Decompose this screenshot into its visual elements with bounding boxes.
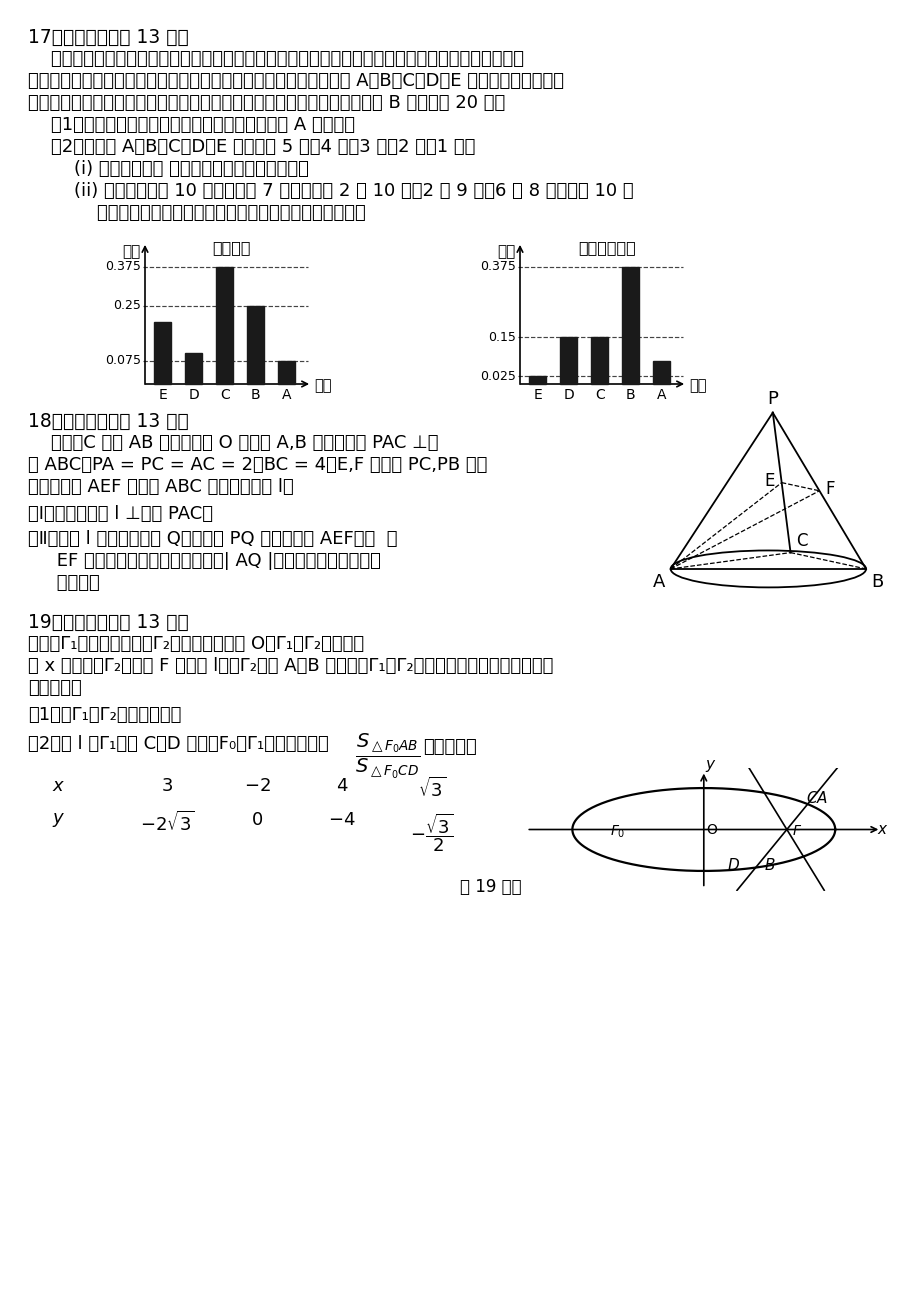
Text: B: B [251, 387, 260, 402]
Text: $-2\sqrt{3}$: $-2\sqrt{3}$ [140, 811, 194, 835]
Text: P: P [766, 390, 777, 408]
Text: 全部学生参加了「理论部分」和「模拟现场」两项测试，成绩均分为 A，B，C，D，E 五个等级．某考场考: 全部学生参加了「理论部分」和「模拟现场」两项测试，成绩均分为 A，B，C，D，E… [28, 72, 563, 90]
Text: 等级: 等级 [688, 378, 706, 394]
Bar [185, 352, 202, 383]
Text: $x$: $x$ [876, 822, 888, 836]
Text: A: A [652, 573, 664, 592]
Text: $F_0$: $F_0$ [609, 823, 625, 840]
Text: $4$: $4$ [335, 777, 348, 796]
Text: 0.15: 0.15 [488, 330, 516, 343]
Text: 0.375: 0.375 [105, 260, 141, 273]
Text: 19．（本小题满分 13 分）: 19．（本小题满分 13 分） [28, 614, 188, 632]
Text: 17．（本小题满分 13 分）: 17．（本小题满分 13 分） [28, 29, 188, 47]
Bar [621, 266, 639, 384]
Text: （Ⅱ）直线 l 上是否存在点 Q，使直线 PQ 分别与平面 AEF、直  线: （Ⅱ）直线 l 上是否存在点 Q，使直线 PQ 分别与平面 AEF、直 线 [28, 530, 397, 549]
Text: $B$: $B$ [763, 857, 774, 874]
Text: 频率: 频率 [497, 244, 516, 259]
Text: A: A [656, 387, 666, 402]
Bar [278, 360, 295, 384]
Bar [591, 337, 607, 383]
Text: 点，记平面 AEF 与平面 ABC 的交线为直线 l．: 点，记平面 AEF 与平面 ABC 的交线为直线 l． [28, 478, 293, 497]
Bar [216, 266, 233, 384]
Text: E: E [533, 387, 541, 402]
Text: E: E [764, 472, 774, 490]
Text: 于下表中：: 于下表中： [28, 679, 82, 697]
Text: $-\dfrac{\sqrt{3}}{2}$: $-\dfrac{\sqrt{3}}{2}$ [410, 811, 453, 854]
Text: 如图，C 是以 AB 为直径的圆 O 上异于 A,B 的点，平面 PAC ⊥平: 如图，C 是以 AB 为直径的圆 O 上异于 A,B 的点，平面 PAC ⊥平 [28, 434, 438, 452]
Text: 明理由．: 明理由． [28, 575, 99, 592]
Text: (ii) 若该考场共有 10 人得分大于 7 分，其中有 2 人 10 分，2 人 9 分，6 人 8 分．从这 10 人: (ii) 若该考场共有 10 人得分大于 7 分，其中有 2 人 10 分，2 … [28, 182, 633, 200]
Text: （2）若 l 与Γ₁交于 C、D 两点，F₀为Γ₁的左焦点，求: （2）若 l 与Γ₁交于 C、D 两点，F₀为Γ₁的左焦点，求 [28, 734, 328, 753]
Bar [560, 337, 577, 383]
Text: C: C [595, 387, 604, 402]
Text: 某校政教处为检查各班落实学校「学生素养五十条」的规定情况，从各班抄取了一批学生进行测试，: 某校政教处为检查各班落实学校「学生素养五十条」的规定情况，从各班抄取了一批学生进… [28, 49, 524, 68]
Text: （2）若等级 A，B，C，D，E 分别对应 5 分，4 分，3 分，2 分，1 分．: （2）若等级 A，B，C，D，E 分别对应 5 分，4 分，3 分，2 分，1 … [28, 138, 475, 156]
Text: 中随机抄取两人，求两人成绩之和的分布列和数学期望．: 中随机抄取两人，求两人成绩之和的分布列和数学期望． [28, 204, 366, 222]
Text: 生两项测试成绩的数据统计如下图所示，其中「理论部分」科目测试成绩为 B 的考生有 20 人．: 生两项测试成绩的数据统计如下图所示，其中「理论部分」科目测试成绩为 B 的考生有… [28, 94, 505, 112]
Text: 18．（本小题满分 13 分）: 18．（本小题满分 13 分） [28, 412, 188, 432]
Text: $A$: $A$ [814, 790, 827, 806]
Text: $-2$: $-2$ [244, 777, 270, 796]
Text: 0.375: 0.375 [480, 260, 516, 273]
Text: D: D [188, 387, 199, 402]
Text: $3$: $3$ [161, 777, 173, 796]
Text: B: B [870, 573, 882, 592]
Text: $x$: $x$ [52, 777, 65, 796]
Text: F: F [824, 481, 834, 498]
Text: 0.25: 0.25 [113, 299, 141, 312]
Text: A: A [282, 387, 291, 402]
Bar [154, 321, 171, 384]
Text: 模拟现场测试: 模拟现场测试 [577, 240, 635, 255]
Text: B: B [625, 387, 635, 402]
Bar [652, 360, 670, 384]
Text: 第 19 题图: 第 19 题图 [460, 878, 521, 896]
Text: （Ⅰ）求证：直线 l ⊥平面 PAC；: （Ⅰ）求证：直线 l ⊥平面 PAC； [28, 504, 213, 523]
Text: 理论测试: 理论测试 [212, 240, 251, 255]
Text: C: C [795, 532, 807, 550]
Text: $D$: $D$ [726, 857, 739, 874]
Text: (i) 求该考场考生 「理论部分」科目的平均分；: (i) 求该考场考生 「理论部分」科目的平均分； [28, 160, 309, 178]
Text: $y$: $y$ [52, 811, 65, 829]
Text: 等级: 等级 [313, 378, 331, 394]
Text: $C$: $C$ [805, 790, 817, 806]
Text: $y$: $y$ [704, 758, 715, 775]
Text: $-4$: $-4$ [328, 811, 356, 829]
Text: O: O [706, 823, 716, 837]
Text: $F$: $F$ [790, 824, 801, 839]
Text: $0$: $0$ [251, 811, 263, 829]
Text: 设湠圆Γ₁的中心和抛物线Γ₂的顶点均为原点 O，Γ₁、Γ₂的焦点均: 设湠圆Γ₁的中心和抛物线Γ₂的顶点均为原点 O，Γ₁、Γ₂的焦点均 [28, 634, 364, 653]
Text: 0.075: 0.075 [105, 354, 141, 367]
Bar [247, 306, 264, 384]
Bar [528, 376, 546, 384]
Text: 在 x 轴上，过Γ₂的焦点 F 作直线 l，与Γ₂交于 A、B 两点，在Γ₁、Γ₂上各取两个点，将其坐标记录: 在 x 轴上，过Γ₂的焦点 F 作直线 l，与Γ₂交于 A、B 两点，在Γ₁、Γ… [28, 656, 552, 675]
Text: 0.025: 0.025 [480, 369, 516, 382]
Text: EF 所成的角互余？若存在，求出| AQ |的值；若不存在，请说: EF 所成的角互余？若存在，求出| AQ |的值；若不存在，请说 [28, 552, 380, 569]
Text: D: D [562, 387, 573, 402]
Text: 频率: 频率 [122, 244, 141, 259]
Text: （1）求Γ₁，Γ₂的标准方程：: （1）求Γ₁，Γ₂的标准方程： [28, 706, 181, 724]
Text: $\dfrac{S_{\triangle F_0AB}}{S_{\triangle F_0CD}}$: $\dfrac{S_{\triangle F_0AB}}{S_{\triangl… [355, 732, 420, 781]
Text: （1）求该考场考生中「模拟现场」科目中成绩为 A 的人数；: （1）求该考场考生中「模拟现场」科目中成绩为 A 的人数； [28, 116, 355, 134]
Text: $\sqrt{3}$: $\sqrt{3}$ [417, 777, 446, 801]
Text: E: E [158, 387, 167, 402]
Text: C: C [220, 387, 230, 402]
Text: 的最小值。: 的最小值。 [423, 738, 476, 757]
Text: 面 ABC，PA = PC = AC = 2，BC = 4，E,F 分别是 PC,PB 的中: 面 ABC，PA = PC = AC = 2，BC = 4，E,F 分别是 PC… [28, 456, 487, 474]
